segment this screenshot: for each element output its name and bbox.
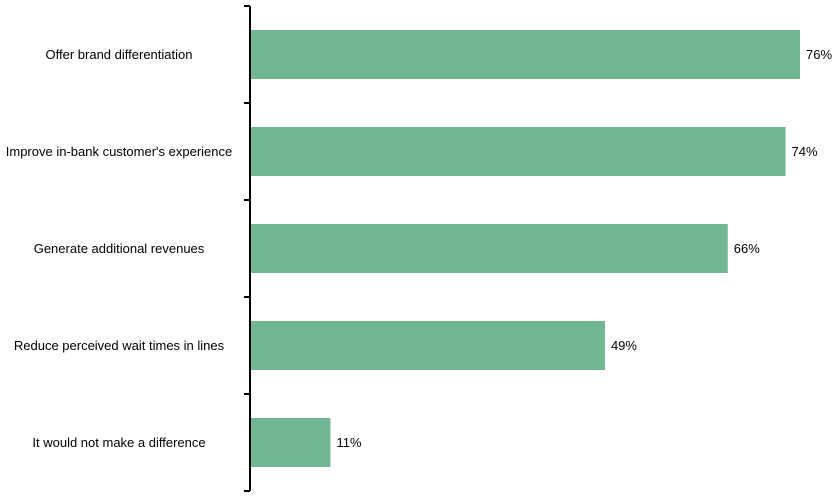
data-label: 76% bbox=[806, 46, 833, 62]
data-label: 49% bbox=[610, 337, 637, 353]
category-label: Improve in-bank customer's experience bbox=[5, 143, 233, 159]
bar bbox=[251, 418, 331, 467]
category-label: Offer brand differentiation bbox=[45, 46, 193, 62]
bar bbox=[251, 321, 605, 370]
bar bbox=[251, 127, 786, 176]
data-label: 74% bbox=[791, 143, 818, 159]
category-label: It would not make a difference bbox=[32, 434, 206, 450]
bar bbox=[251, 30, 800, 79]
data-label: 11% bbox=[336, 434, 362, 450]
category-label: Generate additional revenues bbox=[33, 240, 205, 256]
category-label: Reduce perceived wait times in lines bbox=[13, 337, 225, 353]
data-label: 66% bbox=[733, 240, 760, 256]
bar bbox=[251, 224, 728, 273]
